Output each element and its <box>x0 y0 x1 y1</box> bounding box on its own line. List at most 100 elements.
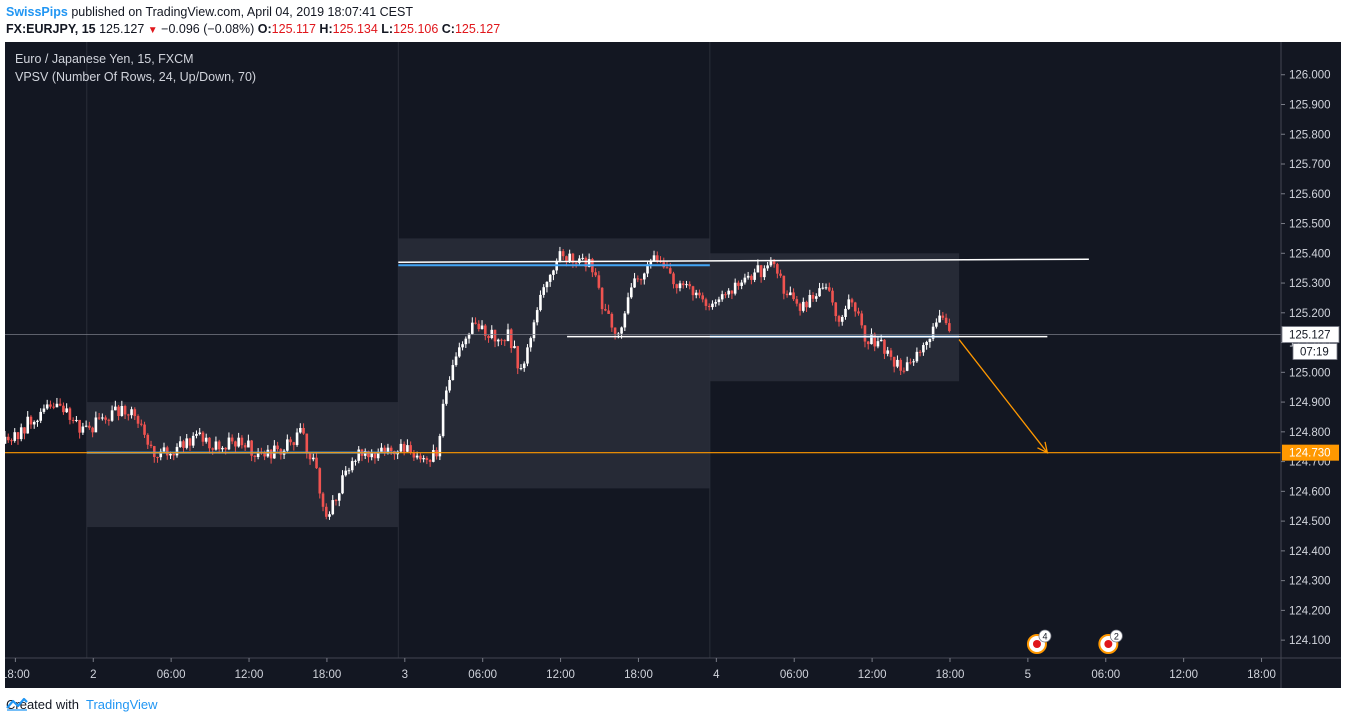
event-marker-icon: 4 <box>1026 629 1052 654</box>
candle-body <box>847 299 851 309</box>
candle-body <box>305 433 309 453</box>
candle-body <box>568 253 571 261</box>
candle-body <box>344 470 348 476</box>
candle-body <box>639 279 643 281</box>
candle-body <box>380 447 383 452</box>
candle-body <box>65 408 68 413</box>
candle-body <box>71 419 75 421</box>
candle-body <box>607 310 610 314</box>
candle-body <box>318 468 322 494</box>
candle-body <box>289 439 292 443</box>
candle-body <box>230 437 234 442</box>
candle-body <box>451 365 455 380</box>
candle-body <box>373 452 377 459</box>
candle-body <box>831 290 834 303</box>
candle-body <box>341 475 344 494</box>
candle-body <box>737 282 740 286</box>
candle-body <box>188 438 192 446</box>
candle-body <box>97 417 101 419</box>
candle-body <box>688 284 692 287</box>
candle-body <box>26 416 30 434</box>
candle-body <box>172 453 176 456</box>
candle-body <box>409 445 412 453</box>
candle-body <box>789 292 792 296</box>
candle-body <box>331 500 335 515</box>
candle-body <box>850 299 854 303</box>
candle-body <box>727 290 730 295</box>
candle-body <box>892 356 896 367</box>
candle-body <box>597 275 601 288</box>
author-link[interactable]: SwissPips <box>6 5 68 19</box>
open-label: O: <box>257 22 272 36</box>
candle-body <box>480 325 484 330</box>
candle-body <box>912 361 915 363</box>
candle-body <box>399 443 403 452</box>
indicator-legend[interactable]: VPSV (Number Of Rows, 24, Up/Down, 70) <box>15 70 257 84</box>
y-tick-label: 125.400 <box>1289 248 1331 260</box>
candle-body <box>905 362 909 371</box>
ohlc-header: FX:EURJPY, 15 125.127 ▼ −0.096 (−0.08%) … <box>6 22 500 36</box>
candle-body <box>406 445 409 452</box>
x-tick-label: 12:00 <box>858 669 887 681</box>
candle-body <box>496 339 500 342</box>
candle-body <box>114 406 117 411</box>
candle-body <box>753 272 756 280</box>
candle-body <box>146 434 150 445</box>
candle-body <box>110 410 114 421</box>
candle-body <box>315 457 318 469</box>
candle-body <box>250 440 253 456</box>
candle-body <box>814 296 818 299</box>
candle-body <box>581 257 584 259</box>
chart-panel[interactable]: 126.000 125.900 125.800 125.700 125.600 125.5… <box>5 42 1341 688</box>
candle-body <box>535 310 539 323</box>
price-chart[interactable]: 126.000 125.900 125.800 125.700 125.600 125.5… <box>5 42 1341 688</box>
candle-body <box>733 282 737 294</box>
candle-body <box>78 419 81 433</box>
candle-body <box>324 506 328 517</box>
price-label: 124.730 <box>1289 448 1331 460</box>
y-tick-label: 125.700 <box>1289 159 1331 171</box>
candle-body <box>876 341 880 347</box>
candle-body <box>860 313 864 326</box>
candle-body <box>769 261 773 266</box>
candle-body <box>386 447 390 453</box>
candle-body <box>269 449 273 459</box>
candle-body <box>935 322 938 327</box>
candle-body <box>681 283 685 286</box>
candle-body <box>655 255 659 262</box>
candle-body <box>107 419 111 421</box>
candle-body <box>604 309 607 311</box>
candle-body <box>578 258 581 263</box>
candle-body <box>123 406 127 415</box>
candle-body <box>101 417 104 419</box>
candle-body <box>519 368 523 370</box>
tradingview-link[interactable]: TradingView <box>85 697 158 712</box>
candle-body <box>376 451 380 459</box>
candle-body <box>743 277 747 283</box>
candle-body <box>357 449 361 461</box>
candle-body <box>896 359 899 367</box>
candle-body <box>464 338 468 345</box>
candle-body <box>513 346 516 349</box>
candle-body <box>75 419 78 421</box>
down-triangle-icon: ▼ <box>147 25 158 36</box>
low-label: L: <box>381 22 394 36</box>
candle-body <box>237 437 240 447</box>
candle-body <box>558 251 562 261</box>
candle-body <box>889 350 893 357</box>
candle-body <box>834 302 838 317</box>
candle-body <box>707 305 711 308</box>
candle-body <box>256 451 260 457</box>
candle-body <box>402 443 406 452</box>
candle-body <box>740 282 743 286</box>
candle-body <box>763 268 766 278</box>
candle-body <box>717 299 721 303</box>
candle-body <box>798 303 802 311</box>
candle-body <box>552 270 555 275</box>
candle-body <box>149 444 153 447</box>
candle-body <box>276 445 279 450</box>
candle-body <box>668 268 672 274</box>
candle-body <box>347 470 351 472</box>
x-tick-label: 06:00 <box>468 669 497 681</box>
candle-body <box>474 322 477 324</box>
